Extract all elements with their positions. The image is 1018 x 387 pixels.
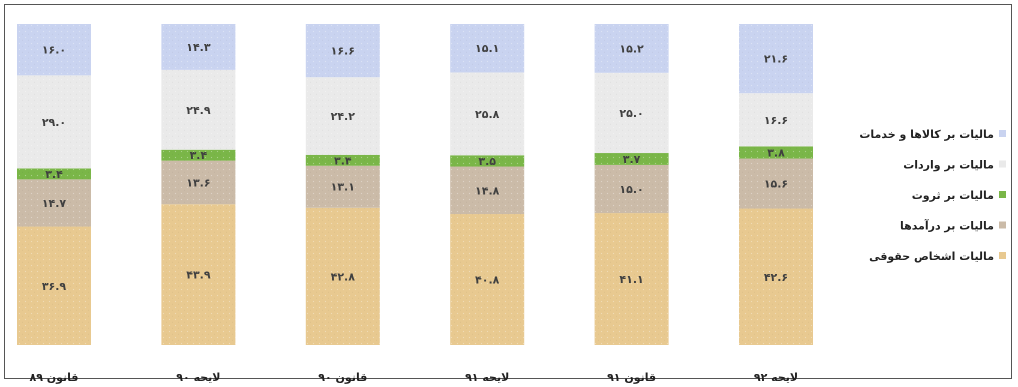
bar-segment-texture: [739, 208, 813, 345]
bar-segment-texture: [594, 213, 669, 345]
data-label: ۲۹.۰: [42, 116, 66, 129]
data-label: ۲۱.۶: [764, 53, 788, 66]
category-label: قانون ۹۰: [318, 371, 367, 384]
data-label: ۳.۴: [190, 149, 208, 162]
category-label: لایحه ۹۰: [176, 371, 220, 384]
bar-segment-texture: [739, 158, 813, 209]
legend-label: مالیات اشخاص حقوقی: [869, 250, 994, 263]
data-label: ۱۴.۷: [42, 197, 67, 210]
bar-segment-texture: [450, 155, 525, 167]
data-label: ۱۴.۳: [186, 41, 211, 54]
category-label: قانون ۸۹: [29, 371, 78, 384]
data-label: ۱۶.۰: [42, 44, 66, 57]
legend: مالیات بر کالاها و خدمات مالیات بر واردات…: [859, 128, 1006, 263]
data-label: ۲۴.۲: [331, 110, 356, 123]
bar-segment-texture: [594, 153, 669, 165]
bar-segment-texture: [17, 75, 91, 169]
data-label: ۱۵.۶: [764, 178, 788, 191]
bar-segment-texture: [450, 72, 525, 156]
data-label: ۱۶.۶: [764, 114, 788, 127]
bar-segment-texture: [739, 146, 813, 159]
data-label: ۳.۴: [45, 168, 63, 181]
bar-segment-texture: [305, 154, 380, 166]
bar-segment-texture: [161, 160, 236, 205]
bar-segment-texture: [305, 165, 380, 208]
category-label: لایحه ۹۲: [754, 371, 798, 384]
bar-segment-texture: [305, 77, 380, 155]
data-label: ۴۱.۱: [619, 273, 643, 286]
bar-segment-texture: [17, 226, 91, 345]
legend-label: مالیات بر واردات: [903, 159, 994, 172]
bar-segment-texture: [450, 24, 525, 73]
category-label: قانون ۹۱: [607, 371, 656, 384]
bar-segment-texture: [594, 72, 669, 154]
bar-segment-texture: [161, 69, 236, 150]
data-label: ۳.۴: [334, 154, 352, 167]
data-label: ۱۳.۱: [331, 181, 355, 194]
category-label: لایحه ۹۱: [465, 371, 509, 384]
bar-segment-texture: [594, 24, 669, 73]
bar-segment-texture: [739, 93, 813, 147]
bar-segment-texture: [17, 168, 91, 180]
bar-segment-texture: [161, 24, 236, 70]
legend-swatch: [999, 221, 1006, 229]
data-label: ۴۲.۶: [764, 271, 788, 284]
data-label: ۱۴.۸: [475, 184, 500, 197]
data-label: ۲۵.۰: [619, 107, 643, 120]
data-label: ۳.۵: [478, 155, 496, 168]
bars-group: ۳۶.۹ ۱۴.۷ ۳.۴ ۲۹.۰ ۱۶.۰ ۴۳.۹ ۱۳.۶ ۳.۴ ۲۴.۹ ۱۴.۳ ۴۲…: [17, 24, 813, 345]
bar-segment-texture: [305, 207, 380, 345]
data-label: ۱۳.۶: [186, 176, 210, 189]
data-label: ۴۰.۸: [475, 274, 500, 287]
data-label: ۲۵.۸: [475, 108, 500, 121]
data-label: ۱۵.۲: [619, 42, 644, 55]
data-label: ۳.۷: [623, 153, 641, 166]
bar-segment-texture: [450, 166, 525, 215]
data-label: ۳.۸: [767, 146, 785, 159]
data-label: ۴۲.۸: [331, 270, 356, 283]
legend-swatch: [999, 130, 1006, 137]
bar-segment-texture: [161, 149, 236, 161]
data-label: ۲۴.۹: [186, 104, 211, 117]
bar-segment-texture: [594, 164, 669, 214]
data-label: ۱۵.۰: [619, 183, 643, 196]
legend-label: مالیات بر ثروت: [912, 189, 994, 202]
data-label: ۱۶.۶: [331, 45, 355, 58]
bar-segment-texture: [17, 179, 91, 227]
bar-segment-texture: [305, 24, 380, 78]
bar-segment-texture: [17, 24, 91, 76]
data-label: ۱۵.۱: [475, 42, 499, 55]
legend-label: مالیات بر کالاها و خدمات: [859, 128, 994, 141]
legend-swatch: [999, 160, 1006, 168]
bar-segment-texture: [161, 204, 236, 345]
legend-swatch: [999, 252, 1006, 259]
legend-label: مالیات بر درآمدها: [900, 219, 994, 233]
data-label: ۴۳.۹: [186, 269, 211, 282]
data-label: ۳۶.۹: [42, 280, 67, 293]
legend-swatch: [999, 191, 1006, 198]
bar-segment-texture: [450, 214, 525, 345]
category-labels: قانون ۸۹ لایحه ۹۰ قانون ۹۰ لایحه ۹۱ قانون ۹۱…: [29, 371, 798, 384]
bar-segment-texture: [739, 24, 813, 94]
